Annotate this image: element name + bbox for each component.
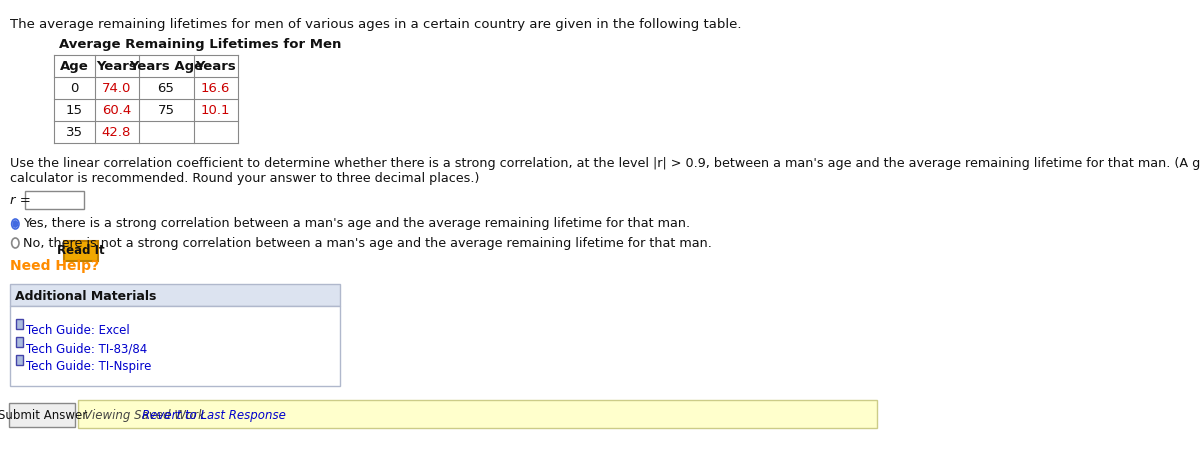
- Text: 35: 35: [66, 126, 83, 140]
- FancyBboxPatch shape: [78, 400, 877, 428]
- FancyBboxPatch shape: [16, 319, 23, 329]
- Text: Tech Guide: TI-Nspire: Tech Guide: TI-Nspire: [26, 360, 151, 373]
- Text: r =: r =: [10, 194, 31, 207]
- Text: 65: 65: [157, 83, 174, 95]
- Text: No, there is not a strong correlation between a man's age and the average remain: No, there is not a strong correlation be…: [23, 236, 712, 249]
- Text: Years Age: Years Age: [128, 60, 203, 73]
- Text: Use the linear correlation coefficient to determine whether there is a strong co: Use the linear correlation coefficient t…: [10, 157, 1200, 170]
- Text: 60.4: 60.4: [102, 105, 131, 118]
- Text: 10.1: 10.1: [200, 105, 230, 118]
- FancyBboxPatch shape: [16, 337, 23, 347]
- Text: Years: Years: [196, 60, 236, 73]
- Text: Submit Answer: Submit Answer: [0, 408, 88, 421]
- Text: Years: Years: [96, 60, 137, 73]
- FancyBboxPatch shape: [25, 191, 84, 209]
- Text: 75: 75: [157, 105, 174, 118]
- Text: The average remaining lifetimes for men of various ages in a certain country are: The average remaining lifetimes for men …: [10, 18, 742, 31]
- Text: Tech Guide: TI-83/84: Tech Guide: TI-83/84: [26, 342, 148, 355]
- Text: calculator is recommended. Round your answer to three decimal places.): calculator is recommended. Round your an…: [10, 172, 480, 185]
- Text: Tech Guide: Excel: Tech Guide: Excel: [26, 324, 130, 337]
- FancyBboxPatch shape: [10, 403, 76, 427]
- Text: 0: 0: [70, 83, 78, 95]
- FancyBboxPatch shape: [10, 306, 340, 386]
- Text: 15: 15: [66, 105, 83, 118]
- Circle shape: [13, 221, 18, 227]
- FancyBboxPatch shape: [64, 241, 98, 261]
- Text: Need Help?: Need Help?: [10, 259, 100, 273]
- Text: Revert to Last Response: Revert to Last Response: [142, 408, 286, 421]
- Text: Viewing Saved Work: Viewing Saved Work: [84, 408, 208, 421]
- FancyBboxPatch shape: [16, 355, 23, 365]
- Text: Yes, there is a strong correlation between a man's age and the average remaining: Yes, there is a strong correlation betwe…: [23, 218, 690, 230]
- Text: Average Remaining Lifetimes for Men: Average Remaining Lifetimes for Men: [59, 38, 342, 51]
- Text: Additional Materials: Additional Materials: [14, 290, 156, 302]
- Text: Age: Age: [60, 60, 89, 73]
- FancyBboxPatch shape: [10, 284, 340, 306]
- Text: 16.6: 16.6: [200, 83, 230, 95]
- Text: Read It: Read It: [58, 244, 104, 258]
- Text: 74.0: 74.0: [102, 83, 131, 95]
- Text: 42.8: 42.8: [102, 126, 131, 140]
